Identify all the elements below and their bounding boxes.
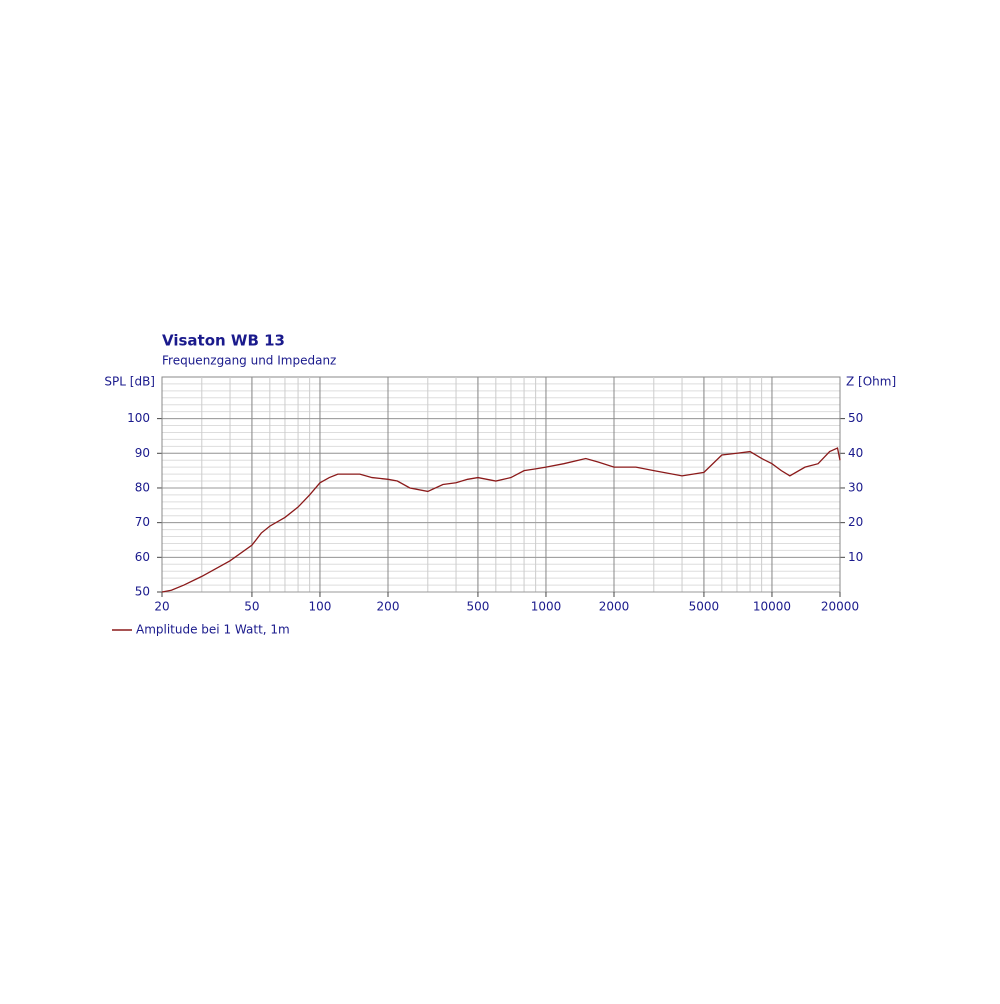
x-tick-label: 100	[309, 600, 332, 614]
y2-tick-label: 10	[848, 550, 863, 564]
y-tick-label: 80	[135, 480, 150, 494]
y-tick-label: 90	[135, 446, 150, 460]
y2-tick-label: 30	[848, 480, 863, 494]
y2-tick-label: 50	[848, 411, 863, 425]
y2-tick-label: 20	[848, 515, 863, 529]
x-tick-label: 200	[377, 600, 400, 614]
x-tick-label: 10000	[753, 600, 791, 614]
y2-tick-label: 40	[848, 446, 863, 460]
x-tick-label: 500	[466, 600, 489, 614]
chart-title: Visaton WB 13	[162, 332, 285, 350]
y-axis-label: SPL [dB]	[104, 375, 155, 389]
y-tick-label: 70	[135, 515, 150, 529]
x-tick-label: 20000	[821, 600, 859, 614]
x-tick-label: 50	[244, 600, 259, 614]
y2-axis-label: Z [Ohm]	[846, 375, 896, 389]
x-tick-label: 2000	[599, 600, 630, 614]
y-tick-label: 100	[127, 411, 150, 425]
plot-area	[161, 376, 841, 593]
chart-subtitle: Frequenzgang und Impedanz	[162, 354, 336, 368]
x-tick-label: 5000	[689, 600, 720, 614]
y-tick-label: 60	[135, 550, 150, 564]
line-series	[161, 447, 841, 593]
x-tick-label: 20	[154, 600, 169, 614]
x-tick-label: 1000	[531, 600, 562, 614]
y-tick-label: 50	[135, 585, 150, 599]
legend-label: Amplitude bei 1 Watt, 1m	[136, 623, 290, 637]
